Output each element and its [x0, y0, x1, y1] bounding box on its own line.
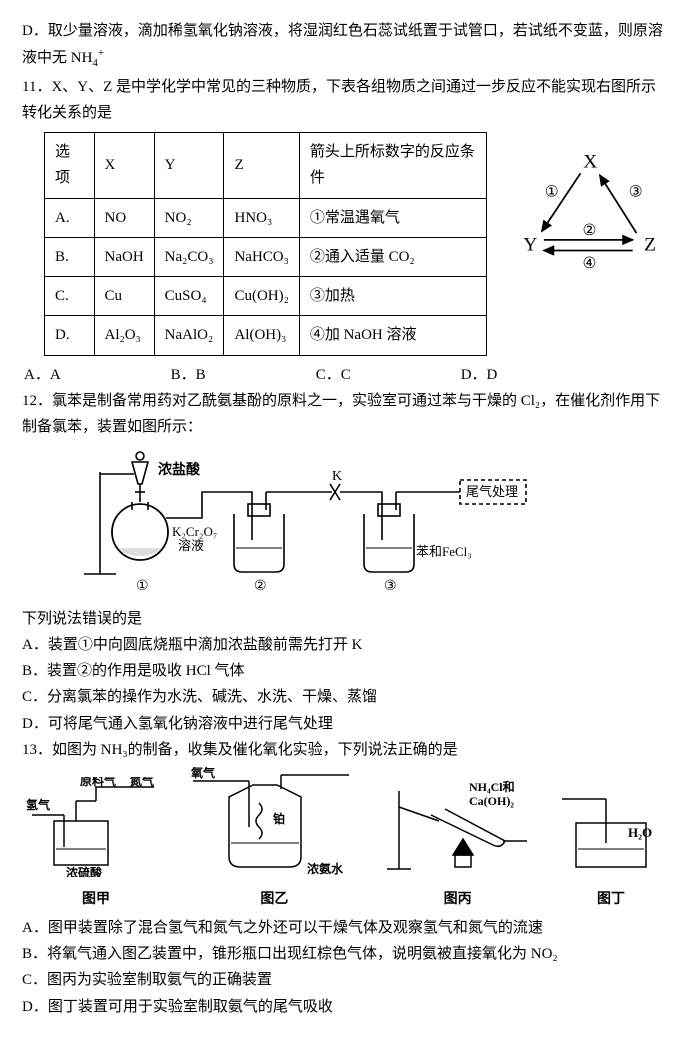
q13-opt-b: B．将氧气通入图乙装置中，锥形瓶口出现红棕色气体，说明氨被直接氧化为 NO₂: [22, 941, 670, 967]
cell: D.: [45, 316, 95, 355]
q12-stem: 12．氯苯是制备常用药对乙酰氨基酚的原料之一，实验室可通过苯与干燥的 Cl₂，在…: [22, 388, 670, 441]
fig-ding: H₂O: [556, 787, 666, 877]
cell: A.: [45, 198, 95, 237]
svg-text:苯和FeCl₃: 苯和FeCl₃: [416, 544, 472, 559]
svg-text:浓氨水: 浓氨水: [307, 861, 344, 876]
svg-text:K: K: [332, 469, 342, 484]
svg-text:③: ③: [628, 183, 642, 200]
cell: CuSO₄: [154, 277, 224, 316]
fig-bing-cap: 图丙: [383, 888, 533, 913]
th-z: Z: [224, 133, 299, 199]
opt-a: A．A: [24, 362, 61, 388]
q12-opt-c: C．分离氯苯的操作为水洗、碱洗、水洗、干燥、蒸馏: [22, 684, 670, 710]
svg-text:①: ①: [544, 183, 558, 200]
fig-bing: NH₄Cl和 Ca(OH)₂: [383, 777, 533, 877]
q12-opt-a: A．装置①中向圆底烧瓶中滴加浓盐酸前需先打开 K: [22, 632, 670, 658]
opt-c: C．C: [316, 362, 351, 388]
svg-text:Y: Y: [523, 235, 537, 256]
svg-text:①: ①: [136, 579, 149, 594]
svg-text:X: X: [583, 151, 597, 172]
cell: ②通入适量 CO₂: [299, 237, 486, 276]
fig-ding-cap: 图丁: [556, 888, 666, 913]
opt-b: B．B: [171, 362, 206, 388]
fig-jia-cap: 图甲: [26, 888, 166, 913]
svg-text:浓盐酸: 浓盐酸: [158, 461, 201, 478]
q13-stem: 13．如图为 NH₃的制备，收集及催化氧化实验，下列说法正确的是: [22, 737, 670, 763]
svg-text:尾气处理: 尾气处理: [466, 484, 518, 499]
th-y: Y: [154, 133, 224, 199]
svg-text:Z: Z: [644, 235, 656, 256]
q12-apparatus: 浓盐酸 K₂Cr₂O₇ 溶液 K 苯和FeCl₃ 尾气处理 ① ② ③: [62, 444, 532, 594]
q12-opt-b: B．装置②的作用是吸收 HCl 气体: [22, 658, 670, 684]
svg-text:H₂O: H₂O: [628, 825, 652, 840]
svg-text:氢气: 氢气: [26, 797, 50, 812]
q13-opt-c: C．图丙为实验室制取氨气的正确装置: [22, 967, 670, 993]
svg-text:铂: 铂: [273, 811, 285, 826]
cell: ①常温遇氧气: [299, 198, 486, 237]
cell: Cu: [94, 277, 154, 316]
svg-text:③: ③: [384, 579, 397, 594]
fig-yi: 氧气 铂 浓氨水: [189, 767, 359, 877]
cell: ③加热: [299, 277, 486, 316]
svg-text:氮气: 氮气: [130, 777, 154, 788]
cell: Cu(OH)₂: [224, 277, 299, 316]
cell: HNO₃: [224, 198, 299, 237]
svg-text:②: ②: [582, 222, 596, 239]
cell: B.: [45, 237, 95, 276]
svg-text:浓硫酸: 浓硫酸: [66, 865, 103, 877]
q11-options: A．A B．B C．C D．D: [24, 362, 670, 388]
th-x: X: [94, 133, 154, 199]
q13-figures: 原料气 氢气 氮气 浓硫酸 图甲 氧气 铂 浓氨水 图乙 NH₄Cl和 Ca(O…: [26, 767, 666, 913]
cell: NaAlO₂: [154, 316, 224, 355]
q12-lead: 下列说法错误的是: [22, 606, 670, 632]
cell: NO: [94, 198, 154, 237]
svg-text:溶液: 溶液: [178, 538, 204, 553]
q12-opt-d: D．可将尾气通入氢氧化钠溶液中进行尾气处理: [22, 711, 670, 737]
svg-text:④: ④: [582, 255, 596, 272]
svg-text:②: ②: [254, 579, 267, 594]
cell: C.: [45, 277, 95, 316]
fig-jia: 原料气 氢气 氮气 浓硫酸: [26, 777, 166, 877]
svg-text:原料气: 原料气: [80, 777, 116, 788]
option-d-text: D．取少量溶液，滴加稀氢氧化钠溶液，将湿润红色石蕊试纸置于试管口，若试纸不变蓝，…: [22, 18, 670, 74]
th-cond: 箭头上所标数字的反应条件: [299, 133, 486, 199]
opt-d: D．D: [461, 362, 498, 388]
cell: NO₂: [154, 198, 224, 237]
cell: Al(OH)₃: [224, 316, 299, 355]
svg-text:K₂Cr₂O₇: K₂Cr₂O₇: [172, 524, 217, 539]
svg-text:Ca(OH)₂: Ca(OH)₂: [469, 794, 514, 808]
q13-opt-d: D．图丁装置可用于实验室制取氨气的尾气吸收: [22, 994, 670, 1020]
th-option: 选项: [45, 133, 95, 199]
cell: NaHCO₃: [224, 237, 299, 276]
q11-stem: 11．X、Y、Z 是中学化学中常见的三种物质，下表各组物质之间通过一步反应不能实…: [22, 74, 670, 127]
xyz-diagram: X Y Z ① ② ③ ④: [511, 144, 670, 274]
cell: Al₂O₃: [94, 316, 154, 355]
cell: ④加 NaOH 溶液: [299, 316, 486, 355]
cell: NaOH: [94, 237, 154, 276]
svg-text:氧气: 氧气: [190, 767, 215, 780]
fig-yi-cap: 图乙: [189, 888, 359, 913]
cell: Na₂CO₃: [154, 237, 224, 276]
q11-table: 选项XYZ箭头上所标数字的反应条件 A.NONO₂HNO₃①常温遇氧气 B.Na…: [44, 132, 487, 356]
svg-text:NH₄Cl和: NH₄Cl和: [469, 779, 515, 794]
